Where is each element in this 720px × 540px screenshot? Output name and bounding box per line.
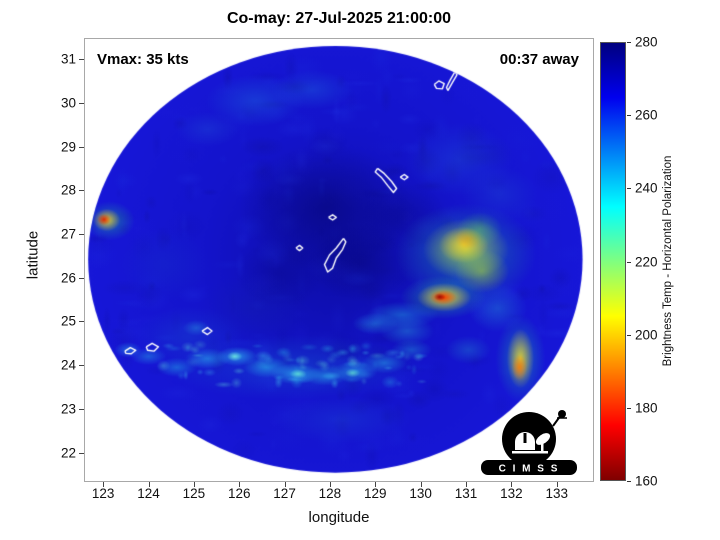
plot-area: Vmax: 35 kts 00:37 away C I M S S 123 124… <box>61 38 594 501</box>
x-tick-mark <box>284 482 286 487</box>
x-axis-label: longitude <box>308 509 370 526</box>
colorbar-tick-mark <box>627 115 631 117</box>
y-tick-mark <box>79 102 84 104</box>
x-tick-mark <box>239 482 241 487</box>
x-tick-mark <box>329 482 331 487</box>
colorbar-tick-label: 160 <box>635 473 658 489</box>
x-tick-mark <box>148 482 150 487</box>
x-tick-label: 129 <box>364 486 387 501</box>
logo-antenna-ball <box>558 410 566 418</box>
plot-title: Co-may: 27-Jul-2025 21:00:00 <box>226 10 452 27</box>
x-tick-label: 133 <box>545 486 568 501</box>
logo-name-bar <box>481 460 577 475</box>
cimss-logo-art: C I M S S <box>481 410 577 475</box>
colorbar-tick-label: 280 <box>635 34 658 50</box>
colorbar-tick-mark <box>627 407 631 409</box>
x-tick-label: 124 <box>137 486 160 501</box>
cimss-logo: C I M S S <box>481 410 577 475</box>
y-tick-label: 25 <box>60 313 76 329</box>
x-tick-label: 125 <box>182 486 206 501</box>
y-tick-label: 27 <box>60 226 76 242</box>
y-tick-mark <box>79 59 84 61</box>
x-tick-mark <box>103 482 105 487</box>
colorbar-tick-label: 200 <box>635 327 658 343</box>
colorbar-tick-mark <box>627 481 631 482</box>
colorbar-tick-mark <box>627 261 631 263</box>
colorbar-tick-mark <box>627 188 631 190</box>
x-tick-label: 126 <box>227 486 251 501</box>
colorbar-tick-label: 180 <box>635 400 658 416</box>
y-tick-label: 24 <box>60 357 76 373</box>
colorbar-label: Brightness Temp - Horizontal Polarizatio… <box>662 155 674 367</box>
colorbar-tick-label: 240 <box>635 180 658 196</box>
y-tick-mark <box>79 365 84 367</box>
y-tick-label: 29 <box>60 139 76 155</box>
y-tick-label: 31 <box>60 51 76 67</box>
x-tick-mark <box>193 482 195 487</box>
logo-ground-line <box>512 451 548 454</box>
satellite-swath-image <box>85 39 593 481</box>
y-tick-mark <box>79 146 84 148</box>
y-tick-mark <box>79 190 84 192</box>
vmax-annotation: Vmax: 35 kts <box>97 51 189 68</box>
x-tick-label: 132 <box>500 486 523 501</box>
eta-annotation: 00:37 away <box>499 51 579 68</box>
y-tick-mark <box>79 233 84 235</box>
y-tick-label: 23 <box>60 401 76 417</box>
colorbar-tick-label: 260 <box>635 107 658 123</box>
colorbar-tick-label: 220 <box>635 254 658 269</box>
y-tick-label: 22 <box>60 445 76 461</box>
logo-dome-slit <box>523 433 527 443</box>
colorbar-tick-mark <box>627 42 631 43</box>
colorbar-gradient <box>600 42 626 481</box>
y-axis-label: latitude <box>24 230 42 280</box>
x-tick-label: 131 <box>454 486 478 501</box>
y-tick-mark <box>79 452 84 454</box>
x-tick-mark <box>420 482 422 487</box>
x-tick-label: 130 <box>409 486 432 501</box>
x-tick-label: 128 <box>318 486 342 501</box>
x-tick-mark <box>556 482 558 487</box>
logo-dish <box>535 433 551 445</box>
x-tick-mark <box>466 482 467 487</box>
y-tick-label: 28 <box>60 182 76 198</box>
y-tick-label: 30 <box>60 95 76 111</box>
x-tick-label: 123 <box>91 486 115 501</box>
x-tick-mark <box>375 482 377 487</box>
colorbar-container: 160 180 200 220 240 260 280 <box>600 35 720 489</box>
y-tick-label: 26 <box>60 270 76 286</box>
cimss-logo-text: C I M S S <box>499 464 560 475</box>
x-tick-label: 127 <box>273 486 296 501</box>
y-tick-mark <box>79 321 84 323</box>
y-tick-mark <box>79 408 84 410</box>
x-tick-mark <box>511 482 513 487</box>
logo-dish-stand <box>541 441 544 451</box>
colorbar-tick-mark <box>627 334 631 336</box>
y-tick-mark <box>79 277 84 279</box>
